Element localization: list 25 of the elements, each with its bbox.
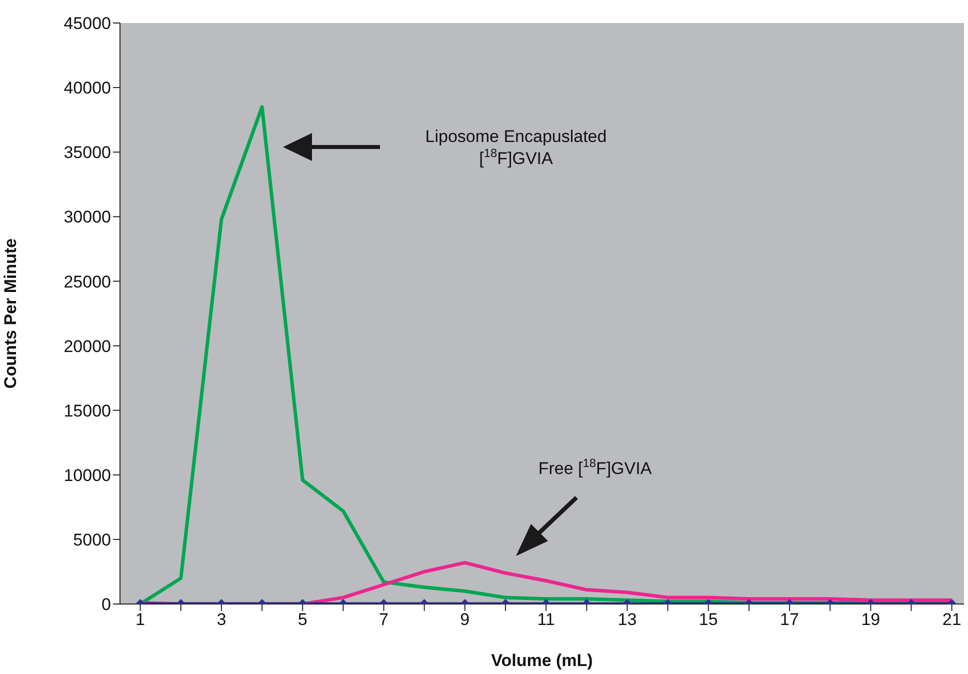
x-tick-label: 19 xyxy=(861,610,880,630)
x-tick-label: 7 xyxy=(379,610,388,630)
x-tick-label: 13 xyxy=(618,610,637,630)
annotation: Free [$^{18}$F]GVIA xyxy=(538,456,652,478)
annotation: Liposome Encapuslated [$^{18}$F]GVIA xyxy=(425,127,607,168)
y-tick-label: 25000 xyxy=(64,272,111,292)
y-tick-label: 5000 xyxy=(73,530,111,550)
y-tick-label: 40000 xyxy=(64,78,111,98)
y-axis-title: Counts Per Minute xyxy=(1,238,20,389)
x-tick-label: 1 xyxy=(136,610,146,630)
x-axis-title: Volume (mL) xyxy=(491,651,593,670)
x-tick-label: 17 xyxy=(780,610,799,630)
y-tick-label: 10000 xyxy=(64,466,111,485)
x-tick-label: 9 xyxy=(460,610,470,630)
y-tick-label: 15000 xyxy=(64,401,111,420)
y-tick-label: 30000 xyxy=(64,208,111,227)
x-tick-label: 15 xyxy=(698,610,718,630)
x-tick-label: 11 xyxy=(537,610,555,630)
y-tick-label: 20000 xyxy=(64,336,111,356)
x-tick-label: 3 xyxy=(216,610,226,630)
y-tick-label: 35000 xyxy=(64,143,111,162)
y-tick-label: 0 xyxy=(102,595,111,614)
y-tick-label: 45000 xyxy=(64,14,111,34)
x-tick-label: 5 xyxy=(298,610,308,630)
x-tick-label: 21 xyxy=(942,610,962,630)
